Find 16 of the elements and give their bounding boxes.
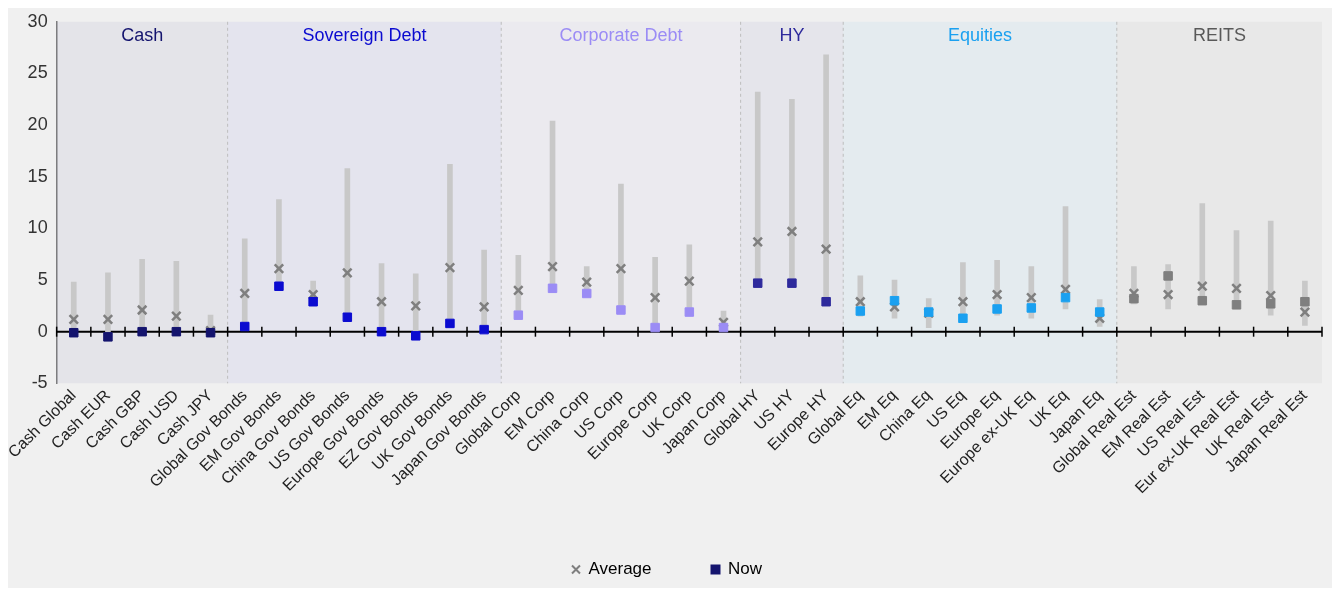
y-tick-label: 10 — [27, 217, 48, 238]
band-label: Cash — [121, 24, 164, 45]
band-label: Equities — [947, 24, 1013, 45]
y-tick-label: 0 — [37, 320, 48, 341]
y-tick-label: 20 — [27, 114, 48, 135]
legend-label: Average — [588, 559, 652, 579]
y-tick-label: -5 — [31, 372, 48, 393]
y-tick-label: 25 — [27, 62, 48, 83]
band-label: Corporate Debt — [559, 24, 683, 45]
legend-label: Now — [728, 559, 763, 579]
y-tick-label: 30 — [27, 10, 48, 31]
y-tick-label: 5 — [37, 269, 48, 290]
y-tick-label: 15 — [27, 165, 48, 186]
band-label: HY — [779, 24, 805, 45]
band-label: REITS — [1192, 24, 1246, 45]
band-label: Sovereign Debt — [302, 24, 427, 45]
